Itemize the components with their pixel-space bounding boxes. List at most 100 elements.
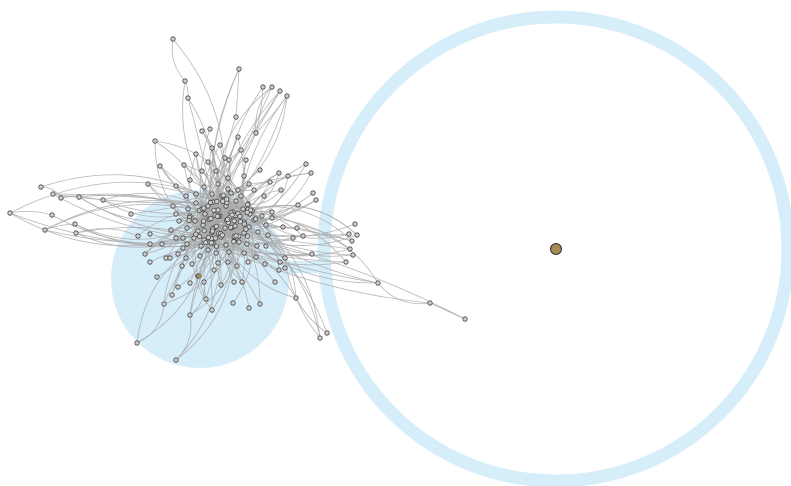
graph-node[interactable]	[269, 84, 275, 90]
graph-node[interactable]	[257, 301, 263, 307]
graph-node[interactable]	[170, 203, 176, 209]
graph-node[interactable]	[276, 267, 282, 273]
graph-node[interactable]	[58, 195, 64, 201]
graph-node[interactable]	[293, 295, 299, 301]
graph-node[interactable]	[282, 265, 288, 271]
graph-node[interactable]	[157, 163, 163, 169]
graph-node[interactable]	[224, 196, 230, 202]
graph-node[interactable]	[202, 211, 208, 217]
graph-node[interactable]	[147, 231, 153, 237]
graph-node[interactable]	[239, 279, 245, 285]
graph-node[interactable]	[196, 234, 203, 240]
graph-node[interactable]	[169, 292, 175, 298]
graph-node[interactable]	[72, 221, 78, 227]
graph-node[interactable]	[254, 243, 260, 249]
graph-node[interactable]	[207, 126, 213, 132]
graph-node[interactable]	[183, 193, 189, 199]
graph-node[interactable]	[193, 231, 199, 237]
graph-node[interactable]	[192, 218, 198, 224]
graph-node[interactable]	[152, 138, 158, 144]
graph-node[interactable]	[173, 211, 179, 217]
graph-node[interactable]	[226, 249, 232, 255]
graph-node[interactable]	[197, 253, 203, 259]
graph-node[interactable]	[241, 250, 247, 256]
graph-node[interactable]	[259, 213, 265, 219]
graph-node[interactable]	[310, 190, 316, 196]
graph-node[interactable]	[205, 203, 211, 209]
graph-node[interactable]	[223, 242, 229, 248]
graph-node[interactable]	[193, 200, 199, 206]
graph-node[interactable]	[269, 209, 275, 215]
graph-node[interactable]	[201, 184, 207, 190]
graph-node[interactable]	[73, 230, 79, 236]
graph-node[interactable]	[269, 215, 275, 221]
graph-node[interactable]	[277, 88, 283, 94]
graph-node[interactable]	[209, 191, 215, 197]
graph-node[interactable]	[219, 232, 225, 238]
graph-node[interactable]	[278, 187, 284, 193]
graph-node[interactable]	[295, 202, 301, 208]
graph-node[interactable]	[245, 233, 251, 239]
graph-node[interactable]	[350, 252, 356, 258]
graph-node[interactable]	[300, 233, 306, 239]
graph-node[interactable]	[201, 279, 207, 285]
graph-node[interactable]	[147, 241, 153, 247]
graph-node[interactable]	[217, 142, 223, 148]
graph-node[interactable]	[187, 177, 193, 183]
graph-node[interactable]	[205, 247, 211, 253]
graph-node[interactable]	[267, 179, 273, 185]
graph-node[interactable]	[199, 168, 205, 174]
graph-node[interactable]	[49, 212, 55, 218]
graph-node[interactable]	[225, 259, 231, 265]
secondary-focus-node[interactable]	[196, 273, 202, 279]
graph-node[interactable]	[309, 251, 315, 257]
graph-node[interactable]	[263, 243, 269, 249]
graph-node[interactable]	[346, 231, 352, 237]
graph-node[interactable]	[236, 66, 242, 72]
graph-node[interactable]	[215, 260, 221, 266]
graph-node[interactable]	[38, 184, 44, 190]
graph-node[interactable]	[294, 225, 300, 231]
graph-node[interactable]	[231, 239, 237, 245]
graph-node[interactable]	[184, 225, 190, 231]
graph-node[interactable]	[263, 222, 269, 228]
graph-node[interactable]	[147, 259, 153, 265]
graph-node[interactable]	[343, 259, 349, 265]
graph-node[interactable]	[233, 198, 239, 204]
graph-node[interactable]	[182, 78, 188, 84]
graph-node[interactable]	[76, 194, 82, 200]
graph-node[interactable]	[226, 157, 232, 163]
graph-node[interactable]	[213, 243, 220, 249]
graph-node[interactable]	[203, 240, 209, 246]
graph-node[interactable]	[50, 191, 56, 197]
graph-node[interactable]	[238, 193, 244, 199]
graph-node[interactable]	[214, 198, 220, 204]
graph-node[interactable]	[208, 240, 214, 246]
graph-node[interactable]	[209, 145, 215, 151]
graph-node[interactable]	[257, 167, 263, 173]
graph-node[interactable]	[231, 279, 237, 285]
graph-node[interactable]	[251, 187, 257, 193]
graph-node[interactable]	[230, 300, 236, 306]
graph-node[interactable]	[317, 335, 323, 341]
graph-node[interactable]	[276, 170, 282, 176]
graph-node[interactable]	[282, 255, 288, 261]
graph-node[interactable]	[185, 95, 191, 101]
graph-node[interactable]	[209, 228, 215, 234]
graph-node[interactable]	[229, 212, 235, 218]
graph-node[interactable]	[262, 261, 268, 267]
graph-node[interactable]	[201, 205, 207, 211]
graph-node[interactable]	[185, 206, 191, 212]
graph-node[interactable]	[175, 251, 181, 257]
graph-node[interactable]	[128, 211, 134, 217]
graph-node[interactable]	[347, 246, 353, 252]
graph-node[interactable]	[234, 263, 240, 269]
graph-node[interactable]	[181, 162, 187, 168]
graph-node[interactable]	[245, 201, 251, 207]
graph-node[interactable]	[193, 151, 199, 157]
graph-node[interactable]	[375, 280, 381, 286]
graph-node[interactable]	[235, 134, 241, 140]
graph-node[interactable]	[193, 191, 199, 197]
graph-node[interactable]	[349, 238, 355, 244]
graph-node[interactable]	[255, 229, 261, 235]
